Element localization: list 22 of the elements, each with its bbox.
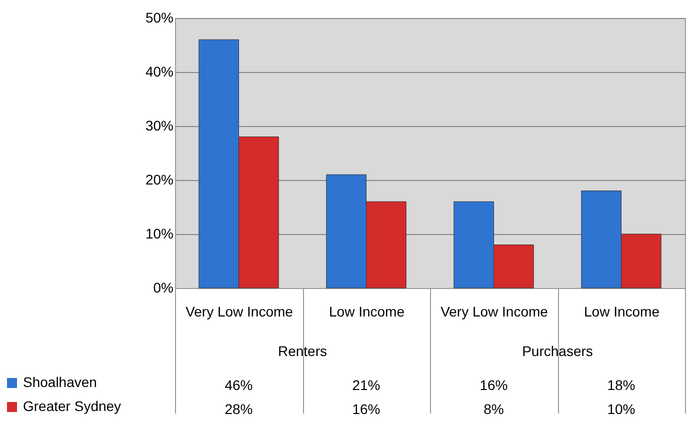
data-label: 16% [480,377,508,393]
x-tick-label: Very Low Income [186,304,294,320]
x-tick-label: Low Income [584,304,660,320]
data-label: 28% [224,401,253,417]
x-tick-label: Low Income [329,304,405,320]
y-tick-label: 50% [145,10,174,26]
legend-label: Shoalhaven [23,374,97,390]
x-tick-label: Very Low Income [440,304,548,320]
y-tick-label: 0% [153,280,174,296]
data-label: 10% [607,401,636,417]
data-label: 21% [352,377,380,393]
y-tick-label: 10% [145,226,174,242]
legend-label: Greater Sydney [23,398,122,414]
text: Purchasers [522,343,593,359]
data-label: 16% [352,401,380,417]
y-tick-label: 20% [145,172,174,188]
y-tick-label: 40% [145,64,174,80]
data-label: 46% [224,377,253,393]
data-label: 18% [607,377,636,393]
data-label: 8% [484,401,504,417]
y-tick-label: 30% [145,118,174,134]
text: Renters [278,343,328,359]
